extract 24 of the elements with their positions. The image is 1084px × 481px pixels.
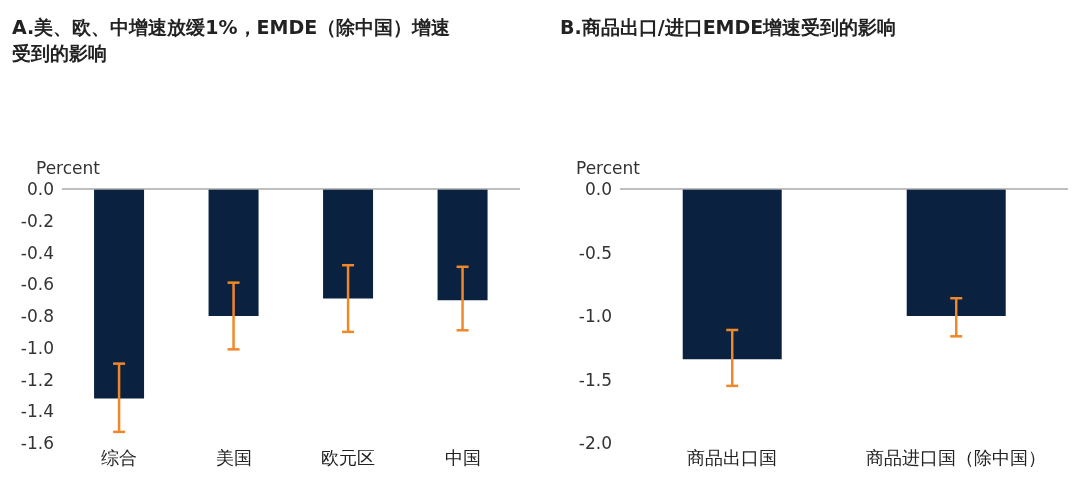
x-tick-label: 综合 — [101, 446, 138, 468]
x-tick-label: 欧元区 — [321, 446, 376, 468]
x-tick-label: 美国 — [215, 446, 252, 468]
chart-title: B.商品出口/进口EMDE增速受到的影响 — [560, 15, 898, 40]
y-tick-label: -1.0 — [578, 306, 612, 327]
chart-title: A.美、欧、中增速放缓1%，EMDE（除中国）增速受到的影响 — [12, 15, 452, 66]
y-tick-label: -0.4 — [20, 242, 54, 263]
x-tick-label: 商品出口国 — [687, 446, 777, 468]
y-axis-title: Percent — [576, 158, 640, 178]
y-tick-label: -2.0 — [578, 433, 612, 454]
y-tick-label: -0.8 — [20, 306, 54, 327]
y-tick-label: -0.6 — [20, 274, 54, 295]
y-tick-label: -1.0 — [20, 337, 54, 358]
y-tick-label: 0.0 — [584, 179, 612, 200]
y-tick-label: -0.5 — [578, 242, 612, 263]
y-tick-label: -0.2 — [20, 210, 54, 231]
y-tick-label: -1.2 — [20, 369, 54, 390]
y-tick-label: -1.4 — [20, 401, 54, 422]
y-tick-label: 0.0 — [26, 179, 54, 200]
x-tick-label: 商品进口国（除中国） — [866, 446, 1046, 468]
x-tick-label: 中国 — [444, 446, 481, 468]
y-axis-title: Percent — [36, 158, 100, 178]
y-tick-label: -1.5 — [578, 369, 612, 390]
y-tick-label: -1.6 — [20, 433, 54, 454]
